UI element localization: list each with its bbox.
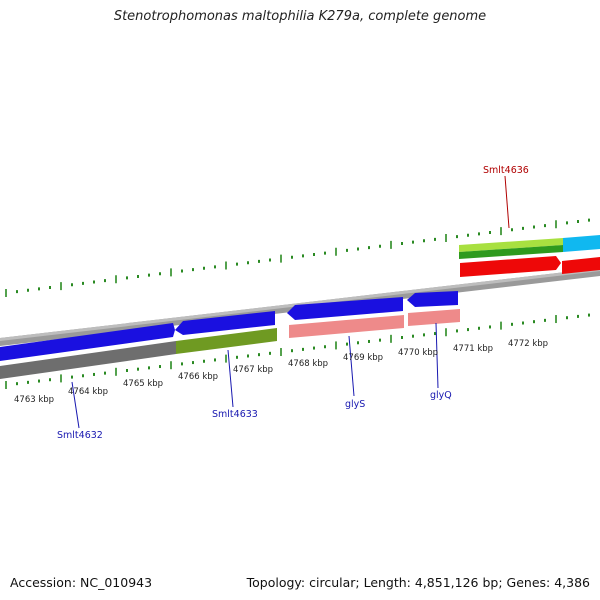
genome-summary-text: Topology: circular; Length: 4,851,126 bp… [246,575,590,590]
scale-label-4767: 4767 kbp [233,365,273,375]
scale-label-4763: 4763 kbp [14,395,54,405]
gene-label-glys[interactable]: glyS [345,399,365,410]
leader-line-smlt4636 [504,175,510,229]
scale-label-4770: 4770 kbp [398,348,438,358]
scale-label-4766: 4766 kbp [178,372,218,382]
gene-feature-pink-2 [408,309,460,326]
outer-tick-track [5,218,590,297]
scale-label-4769: 4769 kbp [343,353,383,363]
leader-line-smlt4633 [227,349,234,408]
scale-label-4772: 4772 kbp [508,339,548,349]
gene-label-smlt4633[interactable]: Smlt4633 [212,409,258,420]
gene-feature-cyan[interactable] [563,235,600,252]
gene-feature-olive [176,328,277,354]
leader-line-glyq [435,322,439,389]
gene-label-glyq[interactable]: glyQ [430,390,452,401]
gene-feature-red-1[interactable] [460,256,561,277]
gene-feature-blue-1[interactable] [0,323,175,361]
gene-feature-blue-4[interactable] [407,291,458,307]
gene-feature-red-2[interactable] [562,257,600,274]
scale-label-4764: 4764 kbp [68,387,108,397]
accession-text: Accession: NC_010943 [10,575,153,590]
gene-feature-gray [0,341,176,379]
gene-label-smlt4636[interactable]: Smlt4636 [483,165,529,176]
inner-tick-track [5,313,590,389]
gene-feature-lime [459,238,563,252]
scale-label-4771: 4771 kbp [453,344,493,354]
gene-feature-blue-2[interactable] [175,311,275,335]
scale-label-4765: 4765 kbp [123,379,163,389]
gene-label-smlt4632[interactable]: Smlt4632 [57,430,103,441]
gene-feature-green [459,245,563,259]
gene-feature-blue-3[interactable] [287,297,403,320]
genome-backbone-highlight [0,268,600,341]
leader-line-smlt4632 [71,381,80,429]
leader-line-glys [348,335,355,397]
map-title: Stenotrophomonas maltophilia K279a, comp… [113,9,487,24]
scale-label-4768: 4768 kbp [288,359,328,369]
gene-feature-pink-1 [289,315,404,338]
